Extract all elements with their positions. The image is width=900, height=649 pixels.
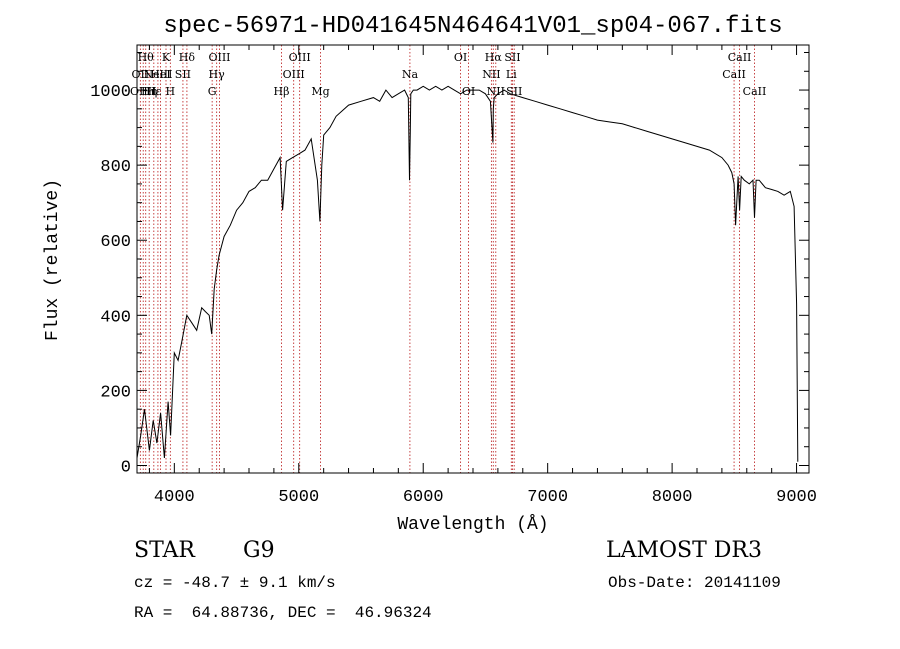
line-marker-label: OI (454, 51, 467, 64)
line-marker-label: OII (132, 68, 150, 81)
line-marker-label: OIIII (130, 85, 156, 98)
line-marker-label: OIII (283, 68, 305, 81)
y-tick-label: 0 (121, 458, 131, 477)
x-axis-label: Wavelength (Å) (397, 514, 548, 535)
x-tick-label: 5000 (278, 488, 319, 507)
emission-line-markers (139, 45, 755, 473)
line-marker-label: H (166, 85, 176, 98)
line-marker-label: NII (487, 85, 505, 98)
line-marker-label: NII (482, 68, 500, 81)
x-tick-label: 6000 (403, 488, 444, 507)
line-marker-label: HeI (150, 68, 170, 81)
line-marker-label: Hα (485, 51, 503, 64)
line-marker-label: OIII (208, 51, 230, 64)
chart-title: spec-56971-HD041645N464641V01_sp04-067.f… (163, 13, 782, 40)
spectrum-chart: 4000 5000 6000 7000 8000 9000 0 200 400 600 800 100… (43, 13, 817, 535)
flux-line (136, 85, 799, 462)
line-marker-label: OIII (289, 51, 311, 64)
y-tick-label: 400 (100, 308, 131, 327)
x-tick-label: 4000 (154, 488, 195, 507)
line-marker-label: SII (506, 85, 522, 98)
x-tick-label: 8000 (652, 488, 693, 507)
plot-frame (136, 44, 810, 474)
line-marker-label: Mg (311, 85, 329, 98)
redshift-velocity: cz = -48.7 ± 9.1 km/s (134, 574, 336, 592)
line-marker-label: CaII (722, 68, 746, 81)
line-marker-label: Hδ (179, 51, 196, 64)
sky-coordinates: RA = 64.88736, DEC = 46.96324 (134, 604, 432, 622)
survey-label: LAMOST DR3 (606, 538, 762, 563)
subclass-label: G9 (243, 538, 275, 563)
line-marker-label: Hγ (209, 68, 226, 81)
line-marker-label: Na (402, 68, 419, 81)
line-marker-label: Li (506, 68, 517, 81)
line-marker-label: CaII (743, 85, 767, 98)
y-tick-label: 1000 (90, 83, 131, 102)
line-marker-label: CaII (728, 51, 752, 64)
line-marker-label: Hε (146, 85, 162, 98)
line-marker-label: Hθ (138, 51, 155, 64)
x-tick-label: 9000 (776, 488, 817, 507)
line-marker-label: OI (462, 85, 475, 98)
y-tick-label: 200 (100, 383, 131, 402)
line-marker-label: G (208, 85, 217, 98)
observation-date: Obs-Date: 20141109 (608, 574, 781, 592)
x-tick-label: 7000 (527, 488, 568, 507)
y-tick-label: 600 (100, 233, 131, 252)
line-marker-label: Hη (141, 85, 157, 98)
y-axis-label: Flux (relative) (43, 179, 63, 341)
class-label: STAR (134, 538, 195, 563)
line-marker-label: SII (504, 51, 520, 64)
spectrum-series (136, 85, 799, 462)
line-marker-label: Hβ (274, 85, 290, 98)
line-marker-label: NeIII (143, 68, 172, 81)
line-marker-label: SII (175, 68, 191, 81)
line-marker-label: K (162, 51, 171, 64)
y-tick-label: 800 (100, 158, 131, 177)
axis-ticks: 4000 5000 6000 7000 8000 9000 0 200 400 600 800 100… (90, 45, 817, 507)
